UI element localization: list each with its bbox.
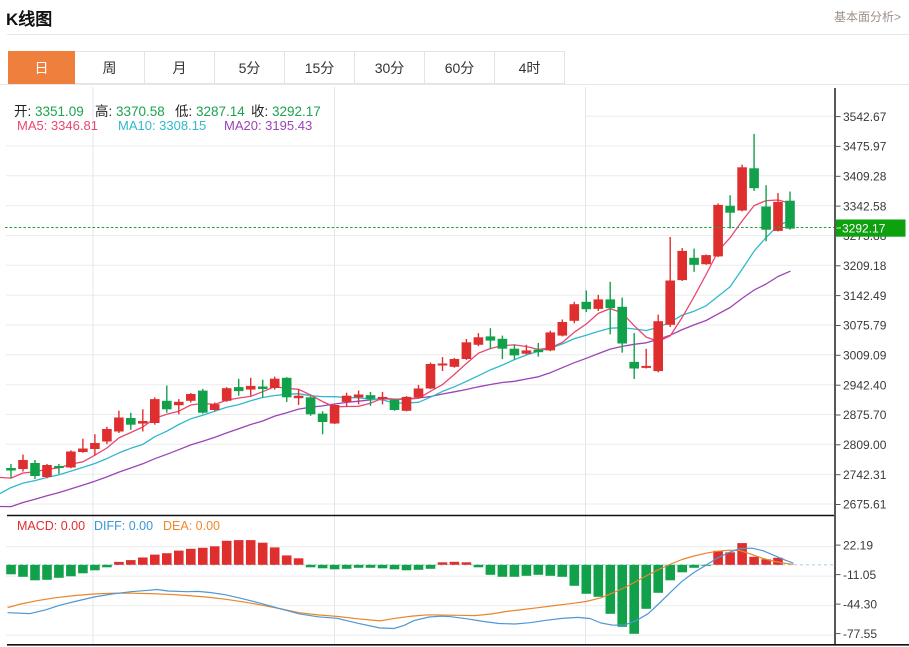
svg-text:2675.61: 2675.61 [843, 498, 887, 512]
svg-text:2875.70: 2875.70 [843, 408, 887, 422]
svg-text:3292.17: 3292.17 [842, 221, 886, 235]
svg-text:3342.58: 3342.58 [843, 199, 887, 213]
svg-text:3209.18: 3209.18 [843, 259, 887, 273]
svg-text:2942.40: 2942.40 [843, 378, 887, 392]
svg-text:3409.28: 3409.28 [843, 170, 887, 184]
svg-text:3542.67: 3542.67 [843, 110, 887, 124]
svg-text:3475.97: 3475.97 [843, 140, 887, 154]
svg-text:-77.55: -77.55 [843, 627, 877, 641]
svg-text:-11.05: -11.05 [843, 568, 876, 582]
svg-text:3075.79: 3075.79 [843, 319, 887, 333]
svg-text:-44.30: -44.30 [843, 597, 877, 611]
svg-text:2742.31: 2742.31 [843, 468, 887, 482]
svg-text:2809.00: 2809.00 [843, 438, 887, 452]
svg-text:3009.09: 3009.09 [843, 349, 887, 363]
svg-text:3142.49: 3142.49 [843, 289, 887, 303]
svg-text:22.19: 22.19 [843, 538, 873, 552]
